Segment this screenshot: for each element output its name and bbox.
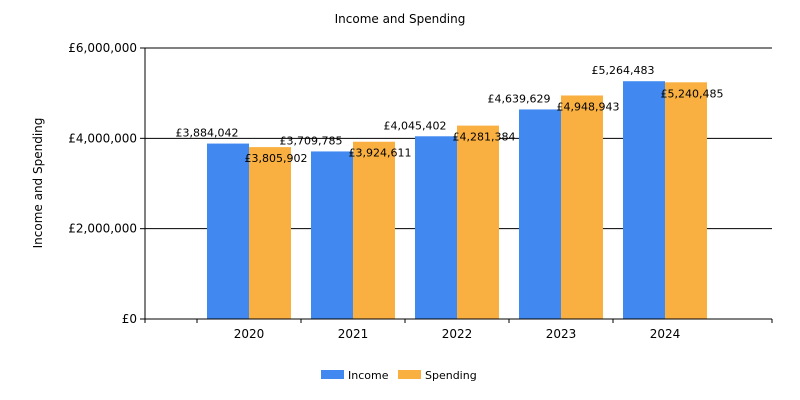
bar-spending bbox=[457, 125, 499, 320]
data-label-income: £3,884,042 bbox=[176, 127, 239, 140]
bar-spending bbox=[249, 147, 291, 319]
legend-swatch-spending bbox=[398, 370, 421, 379]
bar-spending bbox=[353, 141, 395, 319]
axes: £0 £2,000,000 £4,000,000 £6,000,000 2020 2021… bbox=[68, 41, 773, 341]
legend-label-spending: Spending bbox=[425, 369, 477, 382]
bar-income bbox=[207, 143, 249, 319]
bars bbox=[207, 81, 707, 320]
data-labels: £3,884,042 £3,805,902 £3,709,785 £3,924,611… bbox=[176, 64, 724, 165]
bar-income bbox=[415, 136, 457, 319]
x-tick-label: 2022 bbox=[442, 327, 473, 341]
bar-spending bbox=[561, 95, 603, 319]
bar-income bbox=[623, 81, 665, 319]
x-tick-label: 2024 bbox=[650, 327, 681, 341]
bar-income bbox=[519, 109, 561, 319]
bar-income bbox=[311, 151, 353, 319]
y-tick-label: £6,000,000 bbox=[68, 41, 137, 55]
legend-swatch-income bbox=[321, 370, 344, 379]
data-label-income: £3,709,785 bbox=[280, 134, 343, 147]
x-tick-label: 2020 bbox=[234, 327, 265, 341]
chart-title: Income and Spending bbox=[335, 12, 466, 26]
y-tick-label: £0 bbox=[122, 312, 137, 326]
legend-label-income: Income bbox=[348, 369, 389, 382]
data-label-spending: £4,281,384 bbox=[453, 131, 516, 144]
x-tick-label: 2021 bbox=[338, 327, 369, 341]
data-label-spending: £4,948,943 bbox=[557, 100, 620, 113]
data-label-spending: £3,924,611 bbox=[349, 147, 412, 160]
bar-spending bbox=[665, 82, 707, 319]
data-label-income: £4,045,402 bbox=[384, 119, 447, 132]
y-tick-label: £2,000,000 bbox=[68, 222, 137, 236]
data-label-income: £5,264,483 bbox=[592, 64, 655, 77]
data-label-spending: £3,805,902 bbox=[245, 152, 308, 165]
data-label-spending: £5,240,485 bbox=[661, 87, 724, 100]
legend: Income Spending bbox=[321, 369, 477, 382]
y-tick-label: £4,000,000 bbox=[68, 131, 137, 145]
x-tick-label: 2023 bbox=[546, 327, 577, 341]
y-axis-label: Income and Spending bbox=[31, 118, 45, 249]
data-label-income: £4,639,629 bbox=[488, 92, 551, 105]
